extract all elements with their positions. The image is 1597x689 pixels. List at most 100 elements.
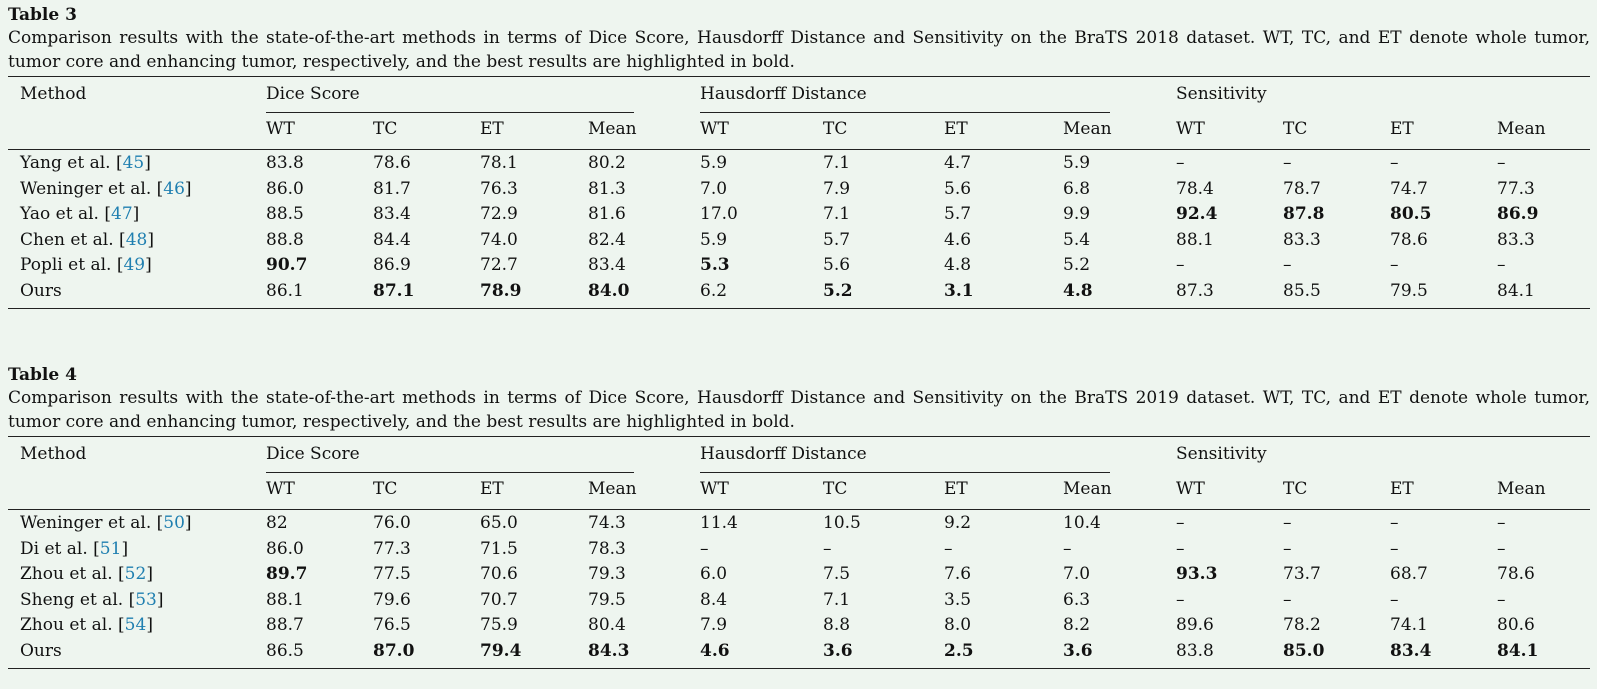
value-cell: 8.8 [823,615,851,636]
column-header: Mean [588,119,637,139]
ref-bracket: [ [87,538,100,559]
group-header: Hausdorff Distance [700,444,867,464]
value-cell: 77.3 [373,538,411,559]
value-cell: 78.6 [1497,564,1535,585]
column-header: WT [1176,119,1205,139]
value-cell: 78.7 [1283,178,1321,199]
column-header: TC [1283,479,1308,499]
ref-bracket: ] [184,178,192,199]
value-cell: – [1176,589,1185,610]
value-cell: 88.1 [1176,229,1214,250]
top-rule [8,76,1590,77]
value-cell: 70.6 [480,564,518,585]
table-caption: Comparison results with the state-of-the… [8,388,1590,432]
value-cell: 72.7 [480,255,518,276]
value-cell: – [1497,153,1506,173]
column-header: WT [266,479,295,499]
value-cell: 85.0 [1283,641,1325,661]
value-cell: 83.8 [266,153,304,173]
value-cell: 84.3 [588,641,630,661]
value-cell: 5.9 [700,229,728,250]
method-name: Ours [20,281,62,301]
value-cell: – [944,538,953,559]
value-cell: – [1497,255,1506,276]
value-cell: 7.0 [1063,564,1091,585]
citation-link[interactable]: 45 [122,153,145,173]
citation-link[interactable]: 46 [163,178,185,199]
value-cell: 85.5 [1283,281,1321,301]
value-cell: – [1283,153,1292,173]
group-header: Sensitivity [1176,444,1267,464]
column-header: WT [700,119,729,139]
citation-link[interactable]: 48 [125,229,148,250]
citation-link[interactable]: 49 [123,255,146,276]
value-cell: 84.0 [588,281,630,301]
ref-bracket: ] [184,513,192,533]
value-cell: 8.0 [944,615,972,636]
value-cell: 75.9 [480,615,518,636]
value-cell: 84.4 [373,229,411,250]
value-cell: 82 [266,513,288,533]
value-cell: 74.3 [588,513,626,533]
results-table: Method Dice Score Hausdorff Distance Sensit… [8,435,1590,671]
value-cell: – [1283,538,1292,559]
header-rule [8,509,1590,510]
citation-link[interactable]: 54 [124,615,147,636]
ref-bracket: [ [110,153,123,173]
citation-link[interactable]: 53 [135,589,157,610]
value-cell: 7.0 [700,178,728,199]
value-cell: 7.5 [823,564,851,585]
method-name: Zhou et al. [20,615,113,636]
value-cell: 76.0 [373,513,411,533]
ref-bracket: ] [146,564,153,585]
ref-bracket: ] [132,204,140,225]
ref-bracket: ] [147,229,154,250]
group-rule-dice [266,112,634,113]
value-cell: 83.8 [1176,641,1214,661]
value-cell: – [1176,538,1185,559]
citation-link[interactable]: 52 [124,564,147,585]
value-cell: 80.6 [1497,615,1535,636]
citation-link[interactable]: 51 [99,538,122,559]
value-cell: 86.1 [266,281,304,301]
value-cell: 7.9 [823,178,851,199]
value-cell: 77.3 [1497,178,1535,199]
group-rule-dice [266,472,634,473]
value-cell: 79.5 [1390,281,1428,301]
ref-bracket: [ [123,589,136,610]
value-cell: 11.4 [700,513,738,533]
group-header: Hausdorff Distance [700,84,867,104]
citation-link[interactable]: 50 [163,513,185,533]
column-header: TC [373,479,398,499]
method-cell: Popli et al. [49] [20,255,152,275]
ref-bracket: ] [144,153,151,173]
method-name: Chen et al. [20,229,114,250]
value-cell: 78.3 [588,538,626,559]
value-cell: 9.2 [944,513,972,533]
citation-link[interactable]: 47 [111,204,133,225]
value-cell: 86.9 [373,255,411,276]
value-cell: 87.3 [1176,281,1214,301]
value-cell: 7.6 [944,564,972,585]
value-cell: 86.9 [1497,204,1539,225]
column-header: Mean [1063,119,1112,139]
value-cell: 87.1 [373,281,415,301]
value-cell: 74.0 [480,229,518,250]
value-cell: 6.3 [1063,589,1091,610]
value-cell: 7.1 [823,589,851,610]
method-cell: Ours [20,641,62,661]
value-cell: 81.6 [588,204,626,225]
table-title: Table 3 [8,5,77,25]
method-name: Popli et al. [20,255,112,276]
value-cell: 5.7 [944,204,972,225]
ref-bracket: [ [151,513,164,533]
column-header: ET [1390,119,1414,139]
ref-bracket: [ [112,615,125,636]
value-cell: 82.4 [588,229,626,250]
value-cell: – [1497,538,1506,559]
value-cell: 3.6 [823,641,853,661]
value-cell: 4.6 [944,229,972,250]
value-cell: 78.4 [1176,178,1214,199]
method-cell: Weninger et al. [46] [20,179,192,199]
method-name: Ours [20,641,62,661]
